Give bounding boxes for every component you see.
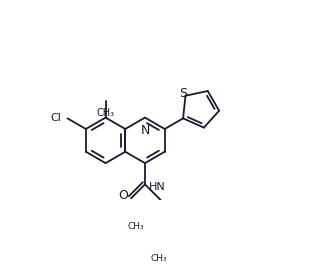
Text: CH₃: CH₃ — [127, 222, 144, 231]
Text: CH₃: CH₃ — [96, 109, 115, 119]
Text: O: O — [119, 189, 128, 202]
Text: N: N — [140, 124, 150, 137]
Text: CH₃: CH₃ — [150, 254, 167, 263]
Text: S: S — [179, 87, 187, 100]
Text: Cl: Cl — [50, 113, 61, 123]
Text: HN: HN — [149, 182, 166, 192]
